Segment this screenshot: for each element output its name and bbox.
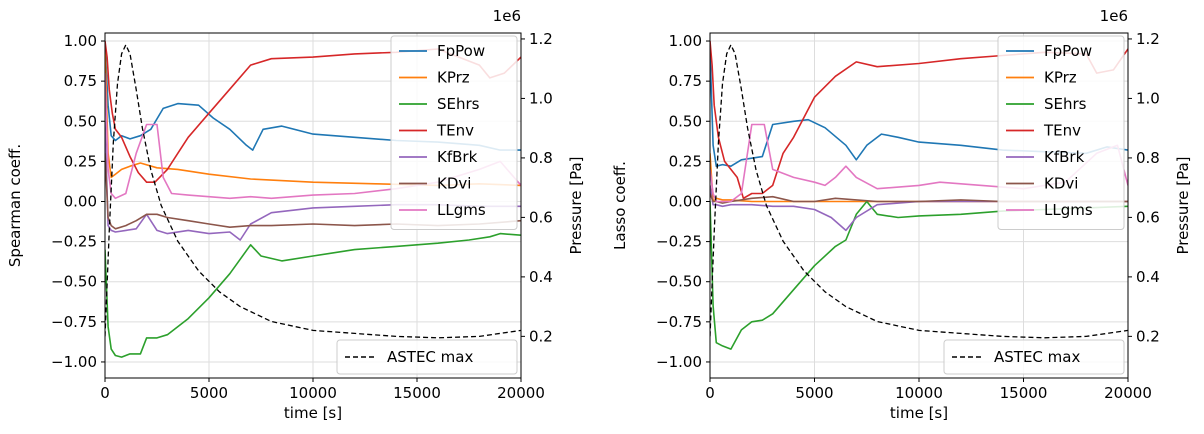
- y2-axis-label: Pressure [Pa]: [567, 156, 585, 254]
- y2-tick-label: 0.6: [1136, 208, 1160, 226]
- series-line-sehrs: [710, 200, 1128, 350]
- legend-label: ASTEC max: [387, 348, 473, 366]
- y-tick-label: 0.75: [669, 72, 702, 90]
- legend-box: [943, 339, 1125, 375]
- legend-label: FpPow: [437, 42, 485, 60]
- x-axis-label: time [s]: [284, 404, 342, 422]
- legend-label: KfBrk: [1044, 148, 1085, 166]
- y2-tick-label: 0.8: [529, 149, 553, 167]
- legend-label: FpPow: [1044, 42, 1092, 60]
- legend-label: ASTEC max: [994, 348, 1080, 366]
- y2-offset-text: 1e6: [1100, 7, 1128, 25]
- y2-tick-label: 0.4: [1136, 268, 1160, 286]
- legend: FpPow KPrz SEhrs TEnv KfBrk KDvi LLgms: [390, 35, 518, 230]
- legend-label: SEhrs: [437, 95, 480, 113]
- y-tick-label: 0.25: [669, 152, 702, 170]
- y-tick-label: 0.50: [669, 112, 702, 130]
- y2-tick-label: 0.2: [529, 327, 553, 345]
- y2-axis-label: Pressure [Pa]: [1174, 156, 1192, 254]
- legend-box: [997, 35, 1125, 230]
- y2-tick-label: 0.8: [1136, 149, 1160, 167]
- y-axis-label: Spearman coeff.: [6, 144, 24, 267]
- y2-offset-text: 1e6: [493, 7, 521, 25]
- y-tick-label: 0.75: [64, 72, 97, 90]
- legend-box: [336, 339, 518, 375]
- legend-label: KfBrk: [437, 148, 478, 166]
- y-tick-label: −1.00: [51, 353, 97, 371]
- x-tick-label: 20000: [497, 384, 545, 402]
- legend-label: TEnv: [1043, 122, 1081, 140]
- y-tick-label: 0.00: [64, 192, 97, 210]
- x-tick-label: 0: [705, 384, 715, 402]
- series-line-astec-max: [105, 44, 521, 339]
- y2-tick-label: 1.0: [1136, 89, 1160, 107]
- y-tick-label: 1.00: [669, 32, 702, 50]
- x-tick-label: 5000: [190, 384, 228, 402]
- x-tick-label: 10000: [289, 384, 337, 402]
- y2-tick-label: 1.2: [1136, 30, 1160, 48]
- legend-label: TEnv: [436, 122, 474, 140]
- y2-tick-label: 0.6: [529, 208, 553, 226]
- legend-label: KPrz: [437, 69, 470, 87]
- y-tick-label: 0.25: [64, 152, 97, 170]
- y2-tick-label: 0.2: [1136, 327, 1160, 345]
- legend-label: KPrz: [1044, 69, 1077, 87]
- chart-panel-2: 0 5000 10000 15000 20000 −1.00 −0.75 −0.50 −0.25…: [611, 7, 1192, 422]
- x-tick-label: 0: [100, 384, 110, 402]
- x-tick-label: 5000: [795, 384, 833, 402]
- x-tick-label: 15000: [1000, 384, 1048, 402]
- legend-label: SEhrs: [1044, 95, 1087, 113]
- x-tick-label: 15000: [393, 384, 441, 402]
- legend-label: LLgms: [1044, 201, 1093, 219]
- legend: FpPow KPrz SEhrs TEnv KfBrk KDvi LLgms: [997, 35, 1125, 230]
- series-line-kfbrk: [105, 121, 521, 241]
- y-tick-label: −0.75: [656, 313, 702, 331]
- y-tick-label: −0.50: [51, 273, 97, 291]
- series-line-kdvi: [105, 153, 521, 230]
- legend-box: [390, 35, 518, 230]
- legend-label: KDvi: [1044, 175, 1078, 193]
- y2-tick-label: 0.4: [529, 268, 553, 286]
- y2-tick-label: 1.2: [529, 30, 553, 48]
- y-tick-label: −0.50: [656, 273, 702, 291]
- chart-panel-1: 0 5000 10000 15000 20000 −1.00 −0.75 −0.50 −0.25…: [6, 7, 585, 422]
- legend-pressure: ASTEC max: [336, 339, 518, 375]
- y-axis-label: Lasso coeff.: [611, 161, 629, 250]
- series-line-sehrs: [105, 232, 521, 358]
- legend-pressure: ASTEC max: [943, 339, 1125, 375]
- x-axis-label: time [s]: [890, 404, 948, 422]
- y-tick-label: −0.25: [656, 233, 702, 251]
- y-tick-label: 1.00: [64, 32, 97, 50]
- x-tick-label: 10000: [895, 384, 943, 402]
- legend-label: LLgms: [437, 201, 486, 219]
- y-tick-label: −0.25: [51, 233, 97, 251]
- y-tick-label: 0.50: [64, 112, 97, 130]
- y-tick-label: −0.75: [51, 313, 97, 331]
- x-tick-label: 20000: [1104, 384, 1152, 402]
- y-tick-label: 0.00: [669, 192, 702, 210]
- y-tick-label: −1.00: [656, 353, 702, 371]
- y2-tick-label: 1.0: [529, 89, 553, 107]
- legend-label: KDvi: [437, 175, 471, 193]
- series-line-astec-max: [710, 44, 1128, 339]
